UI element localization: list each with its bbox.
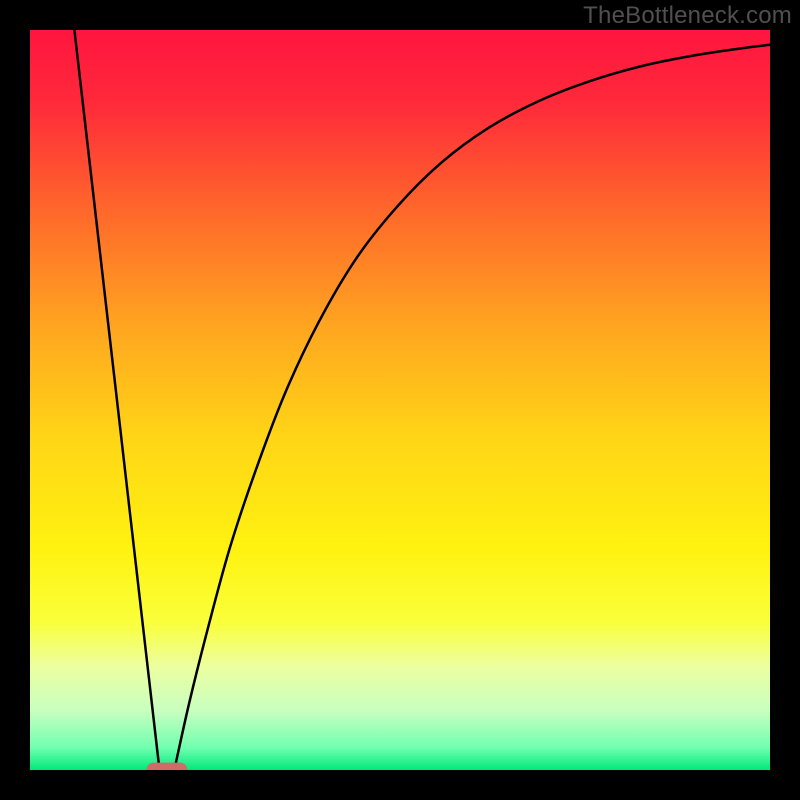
bottleneck-chart: [0, 0, 800, 800]
chart-gradient-background: [30, 30, 770, 770]
watermark-text: TheBottleneck.com: [583, 2, 792, 30]
chart-container: TheBottleneck.com: [0, 0, 800, 800]
